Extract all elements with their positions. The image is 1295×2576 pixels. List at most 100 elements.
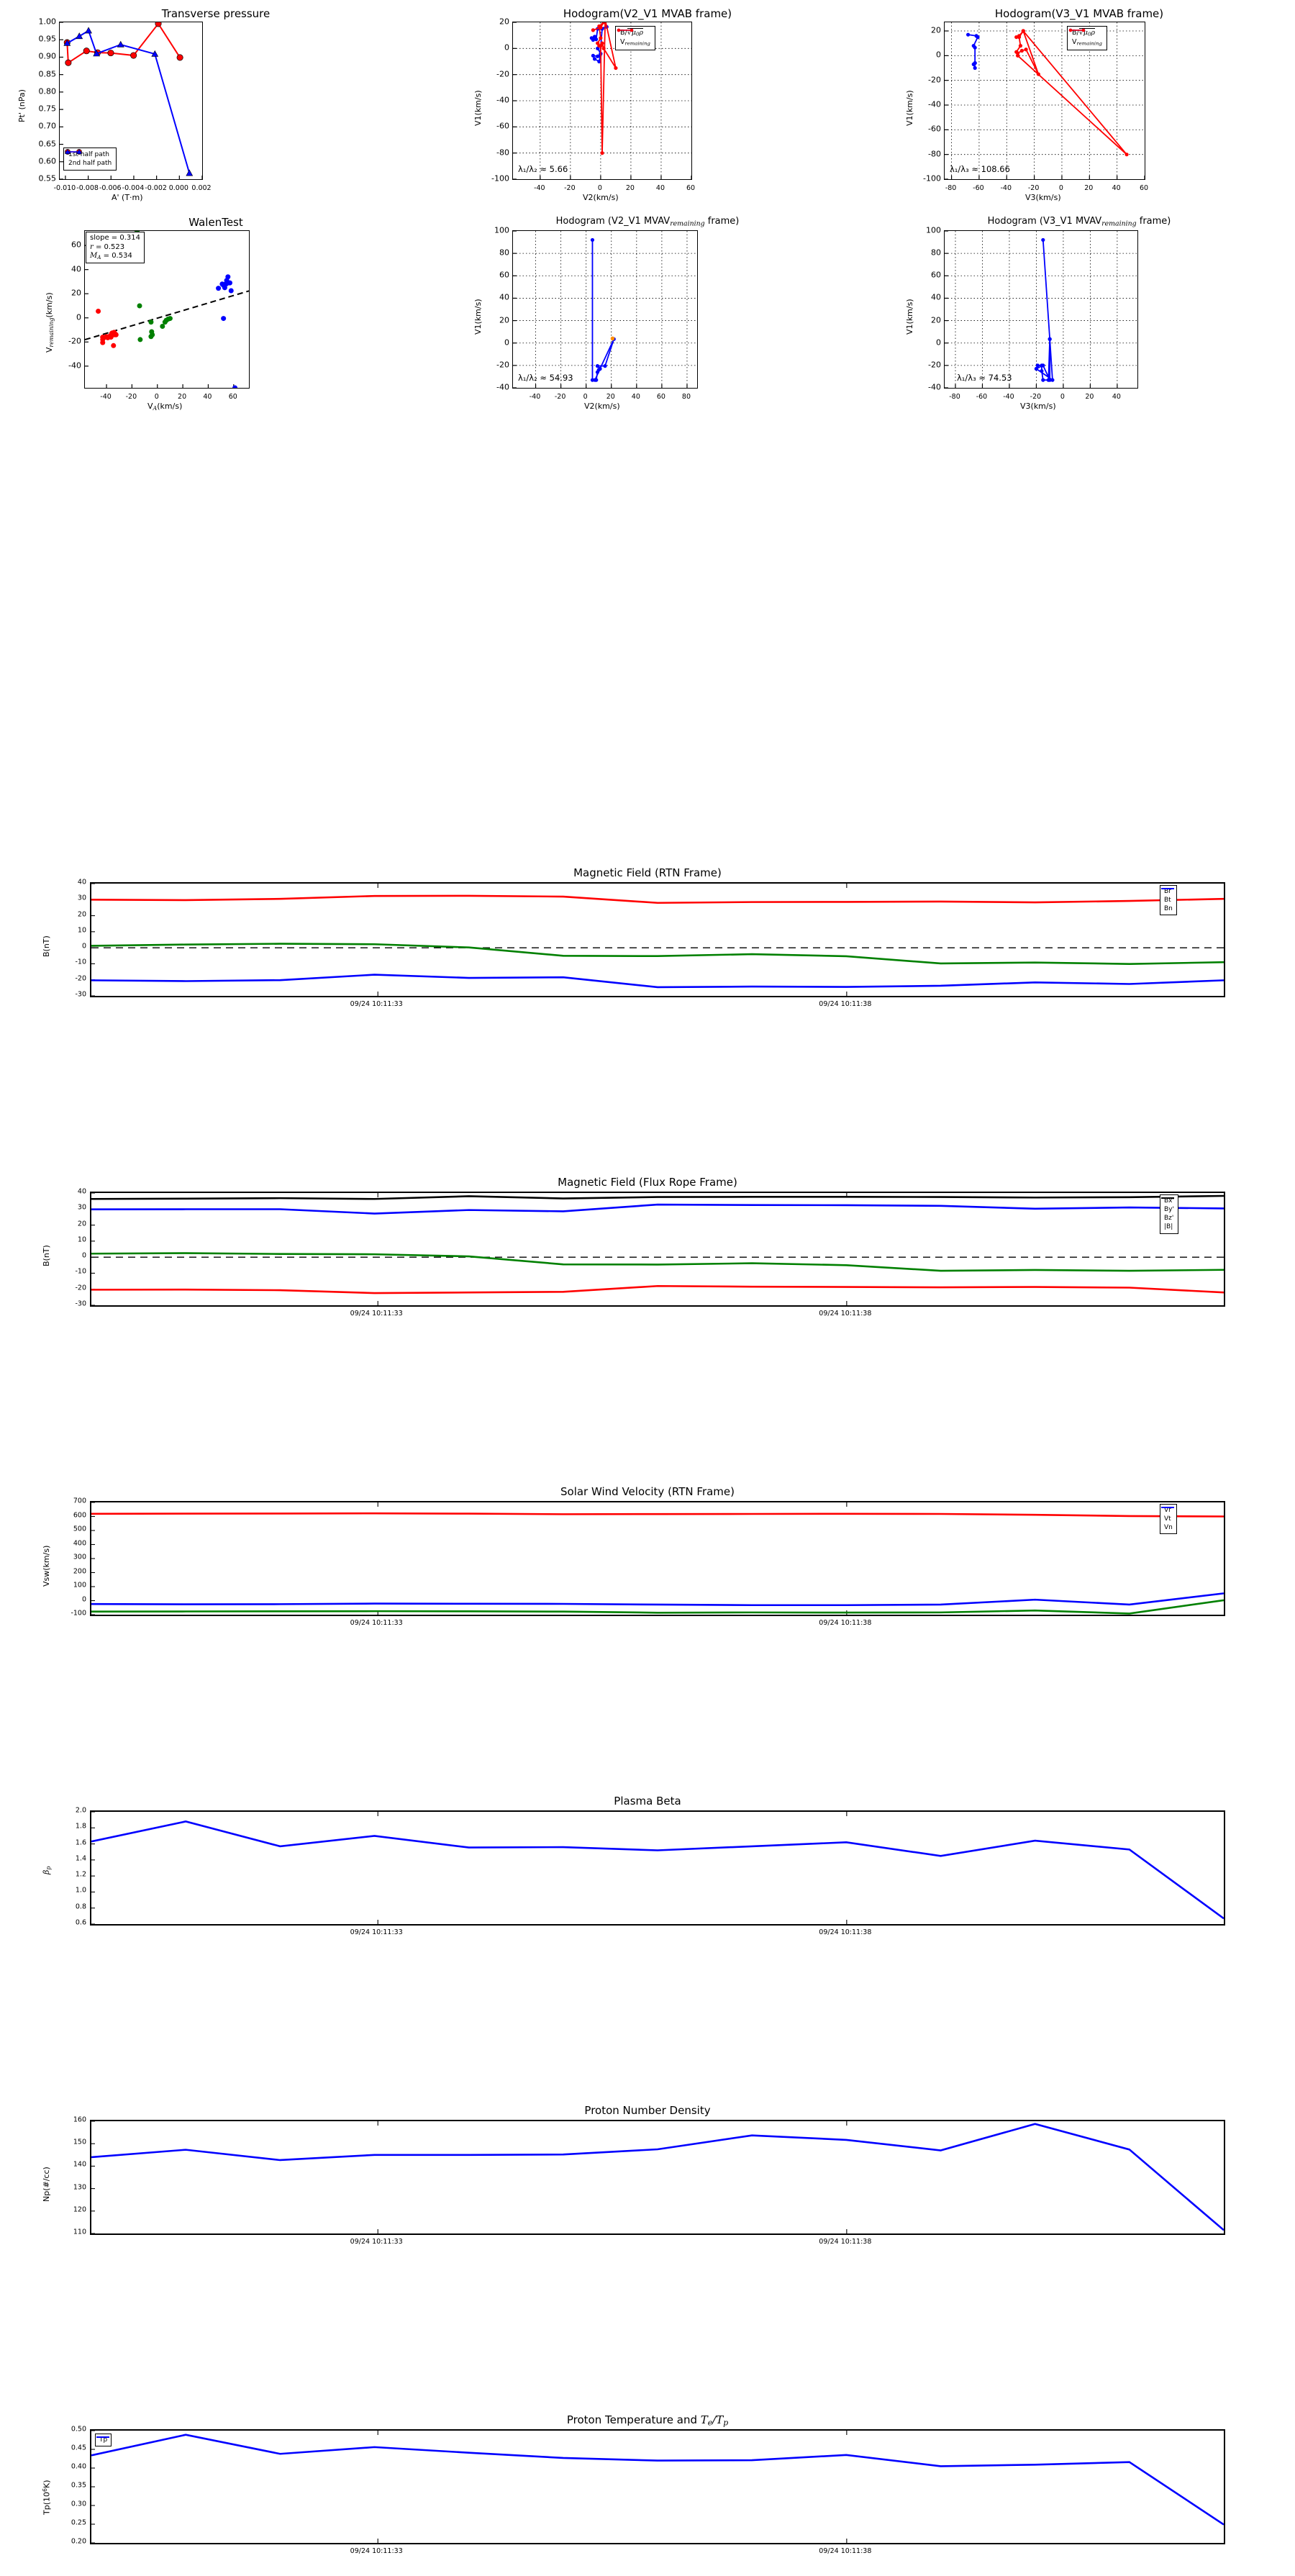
y-tick-label: 2.0 xyxy=(75,1806,86,1815)
legend-label-vremaining: Vremaining xyxy=(1072,37,1102,47)
plot-frame xyxy=(512,230,698,389)
y-tick-label: -10 xyxy=(75,1267,86,1276)
y-tick-label: 10 xyxy=(77,926,86,935)
y-axis-label: Vsw(km/s) xyxy=(42,1545,51,1587)
y-tick-label: 20 xyxy=(77,1220,86,1228)
y-tick-label: 500 xyxy=(73,1525,86,1533)
legend-label-alfven: B/√μ0ρ xyxy=(1072,28,1095,37)
x-tick-label: 40 xyxy=(1112,393,1121,401)
legend-hodogram: B/√μ0ρ Vremaining xyxy=(615,26,655,50)
y-tick-label: 0.65 xyxy=(38,139,57,149)
legend-vsw: Vr Vt Vn xyxy=(1160,1504,1177,1535)
panel-proton-number-density: Proton Number Density Np(#/cc) 110 120 130… xyxy=(0,2094,1295,2267)
panel-hodogram-v3v1-mvab: Hodogram(V3_V1 MVAB frame) V1(km/s) V3(k… xyxy=(863,0,1295,209)
y-tick-label: -100 xyxy=(923,173,941,183)
y-tick-label: 80 xyxy=(931,248,941,258)
legend-hodogram: B/√μ0ρ Vremaining xyxy=(1067,26,1107,50)
y-tick-label: 0 xyxy=(81,942,86,951)
x-tick-label: -40 xyxy=(100,393,112,401)
y-tick-label: 0.25 xyxy=(71,2518,86,2527)
x-tick-label-timestamp: 09/24 10:11:33 xyxy=(350,2547,403,2555)
panel-title-post: frame) xyxy=(1136,216,1171,227)
y-tick-label: 0.75 xyxy=(38,104,57,114)
legend-label-vt: Vt xyxy=(1164,1515,1171,1523)
lambda-ratio-annotation: λ₁/λ₃ ≈ 74.53 xyxy=(957,373,1012,383)
legend-label-bn: Bn xyxy=(1164,905,1173,913)
y-tick-label: -40 xyxy=(496,382,509,392)
y-tick-label: 20 xyxy=(931,25,941,35)
x-tick-label: -20 xyxy=(554,393,566,401)
y-tick-label: 0.55 xyxy=(38,173,57,183)
panel-title: Transverse pressure xyxy=(161,7,271,20)
y-tick-label: 130 xyxy=(73,2183,86,2192)
walen-slope: slope = 0.314 xyxy=(90,234,140,242)
legend-label-byp: By' xyxy=(1164,1206,1174,1214)
x-tick-label: 40 xyxy=(203,393,212,401)
legend-row-vremaining: Vremaining xyxy=(1068,28,1102,47)
legend-row-byp: By' xyxy=(1161,1197,1174,1214)
y-tick-label: -60 xyxy=(496,121,509,131)
x-tick-label: -20 xyxy=(1027,184,1040,192)
x-axis-label: V2(km/s) xyxy=(584,402,620,411)
y-tick-label: -20 xyxy=(496,360,509,370)
y-tick-label: 20 xyxy=(499,315,509,325)
x-tick-label: 60 xyxy=(228,393,237,401)
x-tick-label: 40 xyxy=(655,184,665,192)
x-tick-label: 20 xyxy=(606,393,615,401)
y-tick-label: 600 xyxy=(73,1511,86,1519)
y-tick-label: -100 xyxy=(491,173,509,183)
panel-plasma-beta: Plasma Beta βp 0.6 0.8 1.0 1.2 1.4 1.6 1.8 2.0 0… xyxy=(0,1784,1295,1957)
panel-title: Hodogram (V2_V1 MVAVremaining frame) xyxy=(432,216,863,227)
panel-proton-temperature: Proton Temperature and Te/Tp Tp(106K) Tp… xyxy=(0,2403,1295,2576)
plot-frame xyxy=(512,22,692,180)
y-tick-label: 0 xyxy=(936,50,941,60)
x-axis-label: A' (T·m) xyxy=(112,193,143,202)
legend-row-tp: Tp xyxy=(96,2436,109,2444)
plot-frame xyxy=(90,1810,1225,1926)
y-tick-label: -80 xyxy=(928,149,941,159)
x-tick-label: -80 xyxy=(949,393,960,401)
y-tick-label: 1.4 xyxy=(75,1854,86,1863)
x-tick-label: -0.002 xyxy=(145,184,167,192)
legend-swatch-tp xyxy=(96,2436,109,2438)
y-tick-label: 40 xyxy=(77,878,86,886)
x-tick-label: 0 xyxy=(1060,393,1065,401)
panel-title-sub: remaining xyxy=(670,219,705,228)
x-tick-label-timestamp: 09/24 10:11:38 xyxy=(819,1310,872,1318)
y-tick-label: -40 xyxy=(928,99,941,109)
legend-row-bmag: |B| xyxy=(1161,1197,1174,1231)
x-axis-label: V3(km/s) xyxy=(1025,193,1061,202)
plot-frame xyxy=(90,1192,1225,1307)
x-tick-label: -40 xyxy=(529,393,541,401)
x-tick-label: 20 xyxy=(1084,184,1094,192)
legend-swatch-bn xyxy=(1161,888,1174,889)
y-tick-label: 20 xyxy=(499,17,509,27)
plot-frame xyxy=(944,22,1145,180)
y-tick-label: -20 xyxy=(928,75,941,85)
y-tick-label: 1.2 xyxy=(75,1870,86,1879)
y-tick-label: -20 xyxy=(928,360,941,370)
y-axis-label: Tp(106K) xyxy=(42,2480,52,2515)
y-tick-label: 200 xyxy=(73,1567,86,1575)
x-tick-label-timestamp: 09/24 10:11:33 xyxy=(350,2238,403,2246)
x-tick-label: 60 xyxy=(686,184,696,192)
x-tick-label: 0 xyxy=(154,393,159,401)
plot-frame xyxy=(944,230,1138,389)
y-tick-label: -40 xyxy=(496,95,509,105)
legend-label-alfven: B/√μ0ρ xyxy=(620,28,643,37)
y-tick-label: 110 xyxy=(73,2228,86,2236)
panel-title: Magnetic Field (RTN Frame) xyxy=(573,866,722,879)
y-tick-label: 120 xyxy=(73,2205,86,2214)
panel-transverse-pressure: Transverse pressure Pt' (nPa) A' (T·m) 1… xyxy=(0,0,432,209)
y-tick-label: 0 xyxy=(936,337,941,348)
y-tick-label: 0.40 xyxy=(71,2462,86,2471)
lambda-ratio-annotation: λ₁/λ₂ ≈ 5.66 xyxy=(518,164,568,174)
x-tick-label: -20 xyxy=(1030,393,1042,401)
x-axis-label: VA(km/s) xyxy=(147,402,183,412)
x-tick-label: -20 xyxy=(564,184,576,192)
y-tick-label: 0.30 xyxy=(71,2500,86,2508)
y-tick-label: 100 xyxy=(926,225,941,235)
panel-walen-test: WalenTest Vremaining(km/s) VA(km/s) slop… xyxy=(0,209,432,417)
y-tick-label: -30 xyxy=(75,990,86,999)
y-tick-label: 10 xyxy=(77,1235,86,1244)
